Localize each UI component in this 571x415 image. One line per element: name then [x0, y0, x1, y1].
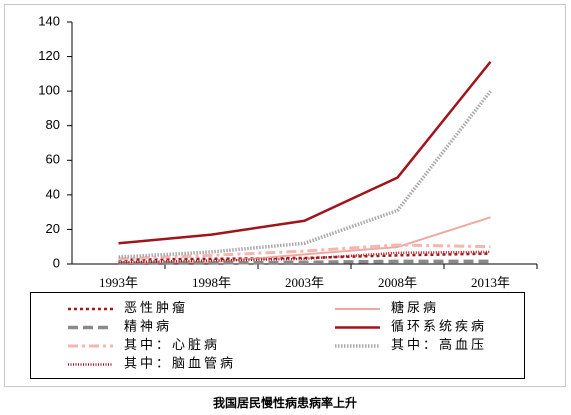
legend-label: 其中：脑血管病	[124, 355, 236, 370]
y-tick-label: 60	[46, 152, 60, 167]
legend-label: 其中：高血压	[391, 337, 487, 352]
legend-label: 精神病	[124, 318, 172, 333]
legend-label: 循环系统疾病	[391, 318, 487, 333]
series-line	[118, 259, 491, 265]
caption: 我国居民慢性病患病率上升	[213, 395, 357, 410]
y-tick-label: 120	[38, 48, 60, 63]
series-line	[118, 243, 491, 261]
series-line	[118, 252, 491, 261]
y-tick-label: 80	[46, 117, 60, 132]
y-tick-label: 0	[53, 255, 60, 270]
x-tick-label: 1998年	[192, 275, 231, 290]
legend-box	[30, 292, 525, 379]
y-tick-label: 20	[46, 221, 60, 236]
y-tick-label: 40	[46, 186, 60, 201]
chart-frame	[4, 4, 566, 387]
legend-label: 恶性肿瘤	[124, 300, 188, 315]
x-tick-label: 2008年	[378, 275, 417, 290]
x-tick-label: 2013年	[471, 275, 510, 290]
y-tick-label: 100	[38, 83, 60, 98]
series-line	[118, 90, 492, 259]
y-tick-label: 140	[38, 13, 60, 28]
legend-label: 糖尿病	[391, 300, 439, 315]
series-line	[118, 250, 491, 264]
x-tick-label: 2003年	[285, 275, 324, 290]
x-tick-label: 1993年	[99, 275, 138, 290]
series-line	[118, 60, 492, 245]
legend-label: 其中：心脏病	[124, 337, 220, 352]
